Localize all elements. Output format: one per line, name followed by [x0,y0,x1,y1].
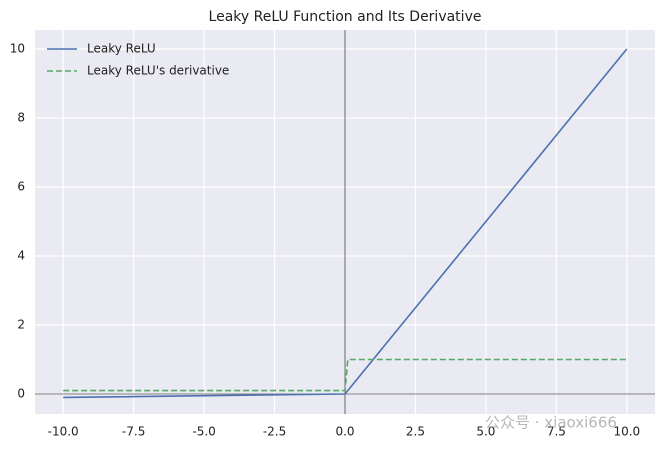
y-tick-label: 6 [17,179,25,193]
series-line [63,358,627,392]
y-tick-label: 10 [10,41,25,55]
x-tick-label: -7.5 [122,425,145,439]
watermark: 公众号 · xiaoxi666 [485,414,617,432]
y-tick-label: 8 [17,110,25,124]
legend-label: Leaky ReLU [87,42,156,56]
x-tick-label: 0.0 [335,425,354,439]
y-tick-label: 0 [17,386,25,400]
y-tick-label: 2 [17,317,25,331]
series-line [63,48,628,399]
chart-title: Leaky ReLU Function and Its Derivative [209,9,482,25]
x-tick-label: -2.5 [263,425,286,439]
x-tick-label: -10.0 [48,425,79,439]
x-tick-label: -5.0 [192,425,215,439]
x-tick-label: 7.5 [547,425,566,439]
x-tick-label: 10.0 [613,425,640,439]
y-tick-label: 4 [17,248,25,262]
legend-label: Leaky ReLU's derivative [87,64,229,78]
x-tick-label: 5.0 [476,425,495,439]
x-tick-label: 2.5 [406,425,425,439]
